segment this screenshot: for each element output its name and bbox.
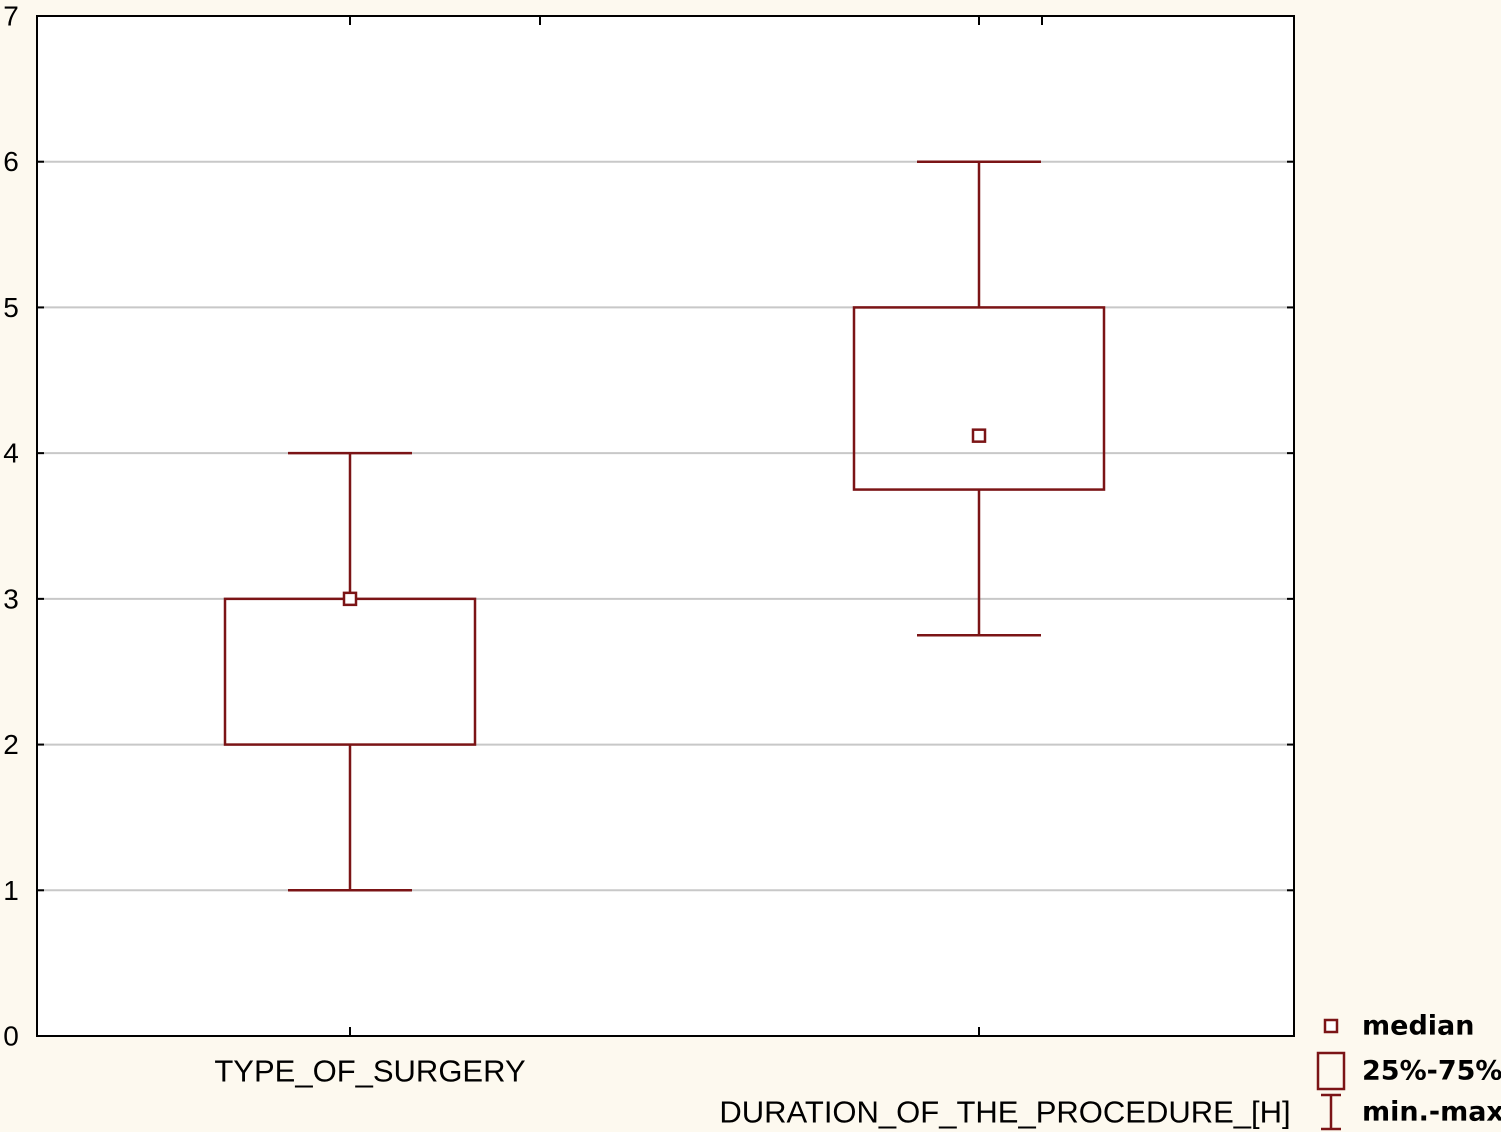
legend-whisker-icon xyxy=(1321,1093,1341,1131)
y-tick-label: 2 xyxy=(3,729,19,760)
box-1 xyxy=(852,160,1106,637)
legend-label: min.-max. xyxy=(1362,1097,1501,1128)
median-marker xyxy=(971,428,987,443)
x-category-label: TYPE_OF_SURGERY xyxy=(214,1054,525,1089)
legend-item-box: 25%-75% xyxy=(1316,1051,1501,1091)
y-tick-label: 4 xyxy=(3,438,19,469)
x-axis-category-labels: TYPE_OF_SURGERY DURATION_OF_THE_PROCEDURE… xyxy=(214,1054,1290,1130)
median-marker xyxy=(342,591,358,607)
y-axis-tick-labels: 0 1 2 3 4 5 6 7 xyxy=(3,1,19,1052)
legend-median-icon xyxy=(1323,1018,1339,1034)
y-tick-label: 0 xyxy=(3,1021,19,1052)
iqr-box xyxy=(852,306,1106,491)
y-tick-label: 5 xyxy=(3,292,19,323)
legend-label: 25%-75% xyxy=(1362,1056,1501,1087)
legend-item-whisker: min.-max. xyxy=(1321,1093,1501,1131)
legend-box-icon xyxy=(1316,1051,1346,1091)
box-0 xyxy=(223,451,477,892)
legend-item-small-square: median xyxy=(1323,1011,1474,1042)
legend-label: median xyxy=(1362,1011,1474,1042)
y-tick-label: 1 xyxy=(3,875,19,906)
y-tick-label: 3 xyxy=(3,583,19,614)
y-tick-label: 7 xyxy=(3,1,19,32)
plot-area xyxy=(37,16,1294,1036)
legend: median 25%-75% min.-max. xyxy=(1316,1011,1501,1131)
y-tick-label: 6 xyxy=(3,146,19,177)
plot-frame xyxy=(36,15,1295,1037)
x-category-label: DURATION_OF_THE_PROCEDURE_[H] xyxy=(719,1095,1290,1130)
box-series xyxy=(223,160,1106,892)
